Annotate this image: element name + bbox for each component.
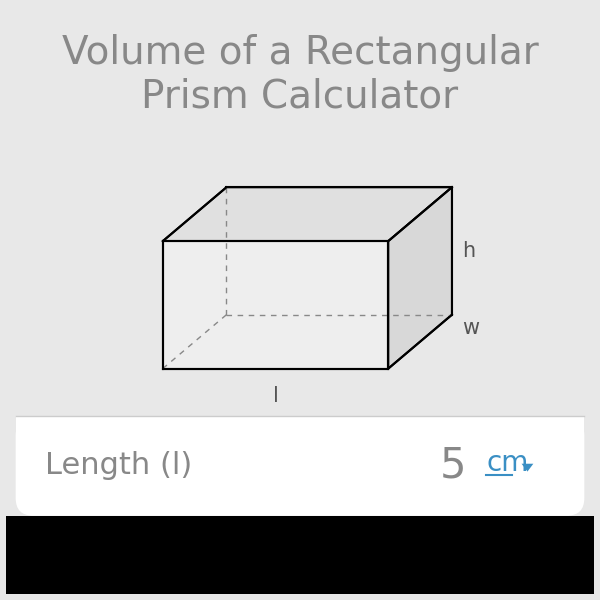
FancyBboxPatch shape [16, 418, 584, 515]
Text: h: h [462, 241, 475, 261]
Text: Length (l): Length (l) [45, 451, 193, 480]
Polygon shape [521, 464, 533, 472]
Text: Volume of a Rectangular
Prism Calculator: Volume of a Rectangular Prism Calculator [62, 34, 538, 116]
Text: cm: cm [486, 449, 529, 477]
Text: 5: 5 [440, 445, 467, 487]
Polygon shape [163, 187, 452, 241]
Text: w: w [462, 319, 479, 338]
Text: l: l [272, 386, 278, 406]
FancyBboxPatch shape [16, 20, 584, 515]
Bar [6, 515, 594, 594]
Polygon shape [388, 187, 452, 368]
Bar [16, 416, 584, 435]
Polygon shape [163, 241, 388, 368]
